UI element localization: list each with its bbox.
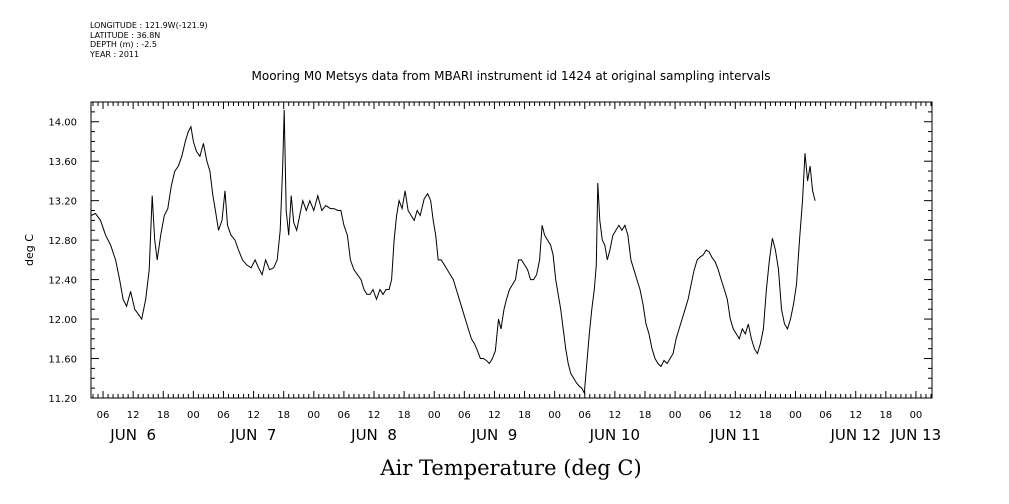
x-tick-label: 00: [187, 410, 200, 421]
x-tick-label: 06: [217, 410, 230, 421]
y-tick-label: 11.20: [48, 394, 77, 405]
x-tick-label: 00: [548, 410, 561, 421]
x-day-label: JUN 7: [230, 426, 277, 444]
x-tick-label: 12: [368, 410, 381, 421]
x-tick-label: 06: [338, 410, 351, 421]
x-tick-label: 06: [819, 410, 832, 421]
x-day-label: JUN 9: [471, 426, 518, 444]
x-tick-label: 00: [428, 410, 441, 421]
axis-ticks: [91, 101, 932, 399]
x-tick-label: 12: [609, 410, 622, 421]
year-label: YEAR : 2011: [90, 49, 140, 59]
x-tick-label: 12: [729, 410, 742, 421]
x-tick-label: 06: [578, 410, 591, 421]
y-tick-label: 12.00: [48, 315, 77, 326]
x-tick-label: 18: [639, 410, 652, 421]
plot-frame: [90, 101, 933, 399]
y-tick-label: 14.00: [48, 118, 77, 129]
x-tick-label: 12: [247, 410, 260, 421]
x-day-label: JUN 6: [109, 426, 156, 444]
air-temperature-series-line: [90, 109, 816, 395]
x-tick-label: 18: [759, 410, 772, 421]
y-tick-label: 11.60: [48, 355, 77, 366]
x-tick-label: 12: [849, 410, 862, 421]
x-day-label: JUN 12: [829, 426, 880, 444]
depth-label: DEPTH (m) : -2.5: [90, 40, 157, 49]
x-tick-label: 12: [488, 410, 501, 421]
x-tick-label: 18: [277, 410, 290, 421]
x-tick-label: 12: [127, 410, 140, 421]
metadata-block: LONGITUDE : 121.9W(-121.9) LATITUDE : 36…: [90, 21, 208, 59]
x-tick-label: 00: [910, 410, 923, 421]
latitude-label: LATITUDE : 36.8N: [90, 30, 161, 40]
longitude-label: LONGITUDE : 121.9W(-121.9): [90, 21, 208, 30]
y-tick-label: 12.80: [48, 236, 77, 247]
x-tick-label: 00: [307, 410, 320, 421]
x-tick-label: 06: [97, 410, 110, 421]
y-axis-label: deg C: [23, 234, 36, 266]
y-tick-label: 13.60: [48, 157, 77, 168]
x-tick-label: 06: [458, 410, 471, 421]
y-axis-tick-labels: 11.20 11.60 12.00 12.40 12.80 13.20 13.60 14.00: [48, 118, 77, 405]
x-tick-label: 00: [789, 410, 802, 421]
x-tick-label: 00: [669, 410, 682, 421]
y-tick-label: 13.20: [48, 197, 77, 208]
x-axis-label: Air Temperature (deg C): [379, 456, 641, 480]
y-tick-label: 12.40: [48, 276, 77, 287]
x-tick-label: 06: [699, 410, 712, 421]
x-tick-label: 18: [398, 410, 411, 421]
x-day-label: JUN 13: [890, 426, 941, 444]
x-day-label: JUN 11: [709, 426, 760, 444]
chart-title: Mooring M0 Metsys data from MBARI instru…: [252, 69, 771, 83]
x-tick-label: 18: [518, 410, 531, 421]
x-tick-label: 18: [157, 410, 170, 421]
x-tick-label: 18: [879, 410, 892, 421]
x-day-label: JUN 10: [589, 426, 640, 444]
x-day-label: JUN 8: [350, 426, 397, 444]
x-axis-tick-labels: 06 12 18 00 06 12 18 00 06 12 18 00 06 12 18 00 06 12 18 00…: [97, 410, 923, 421]
x-axis-day-labels: JUN 6 JUN 7 JUN 8 JUN 9 JUN 10 JUN 11 JUN 12 JU…: [109, 426, 941, 444]
